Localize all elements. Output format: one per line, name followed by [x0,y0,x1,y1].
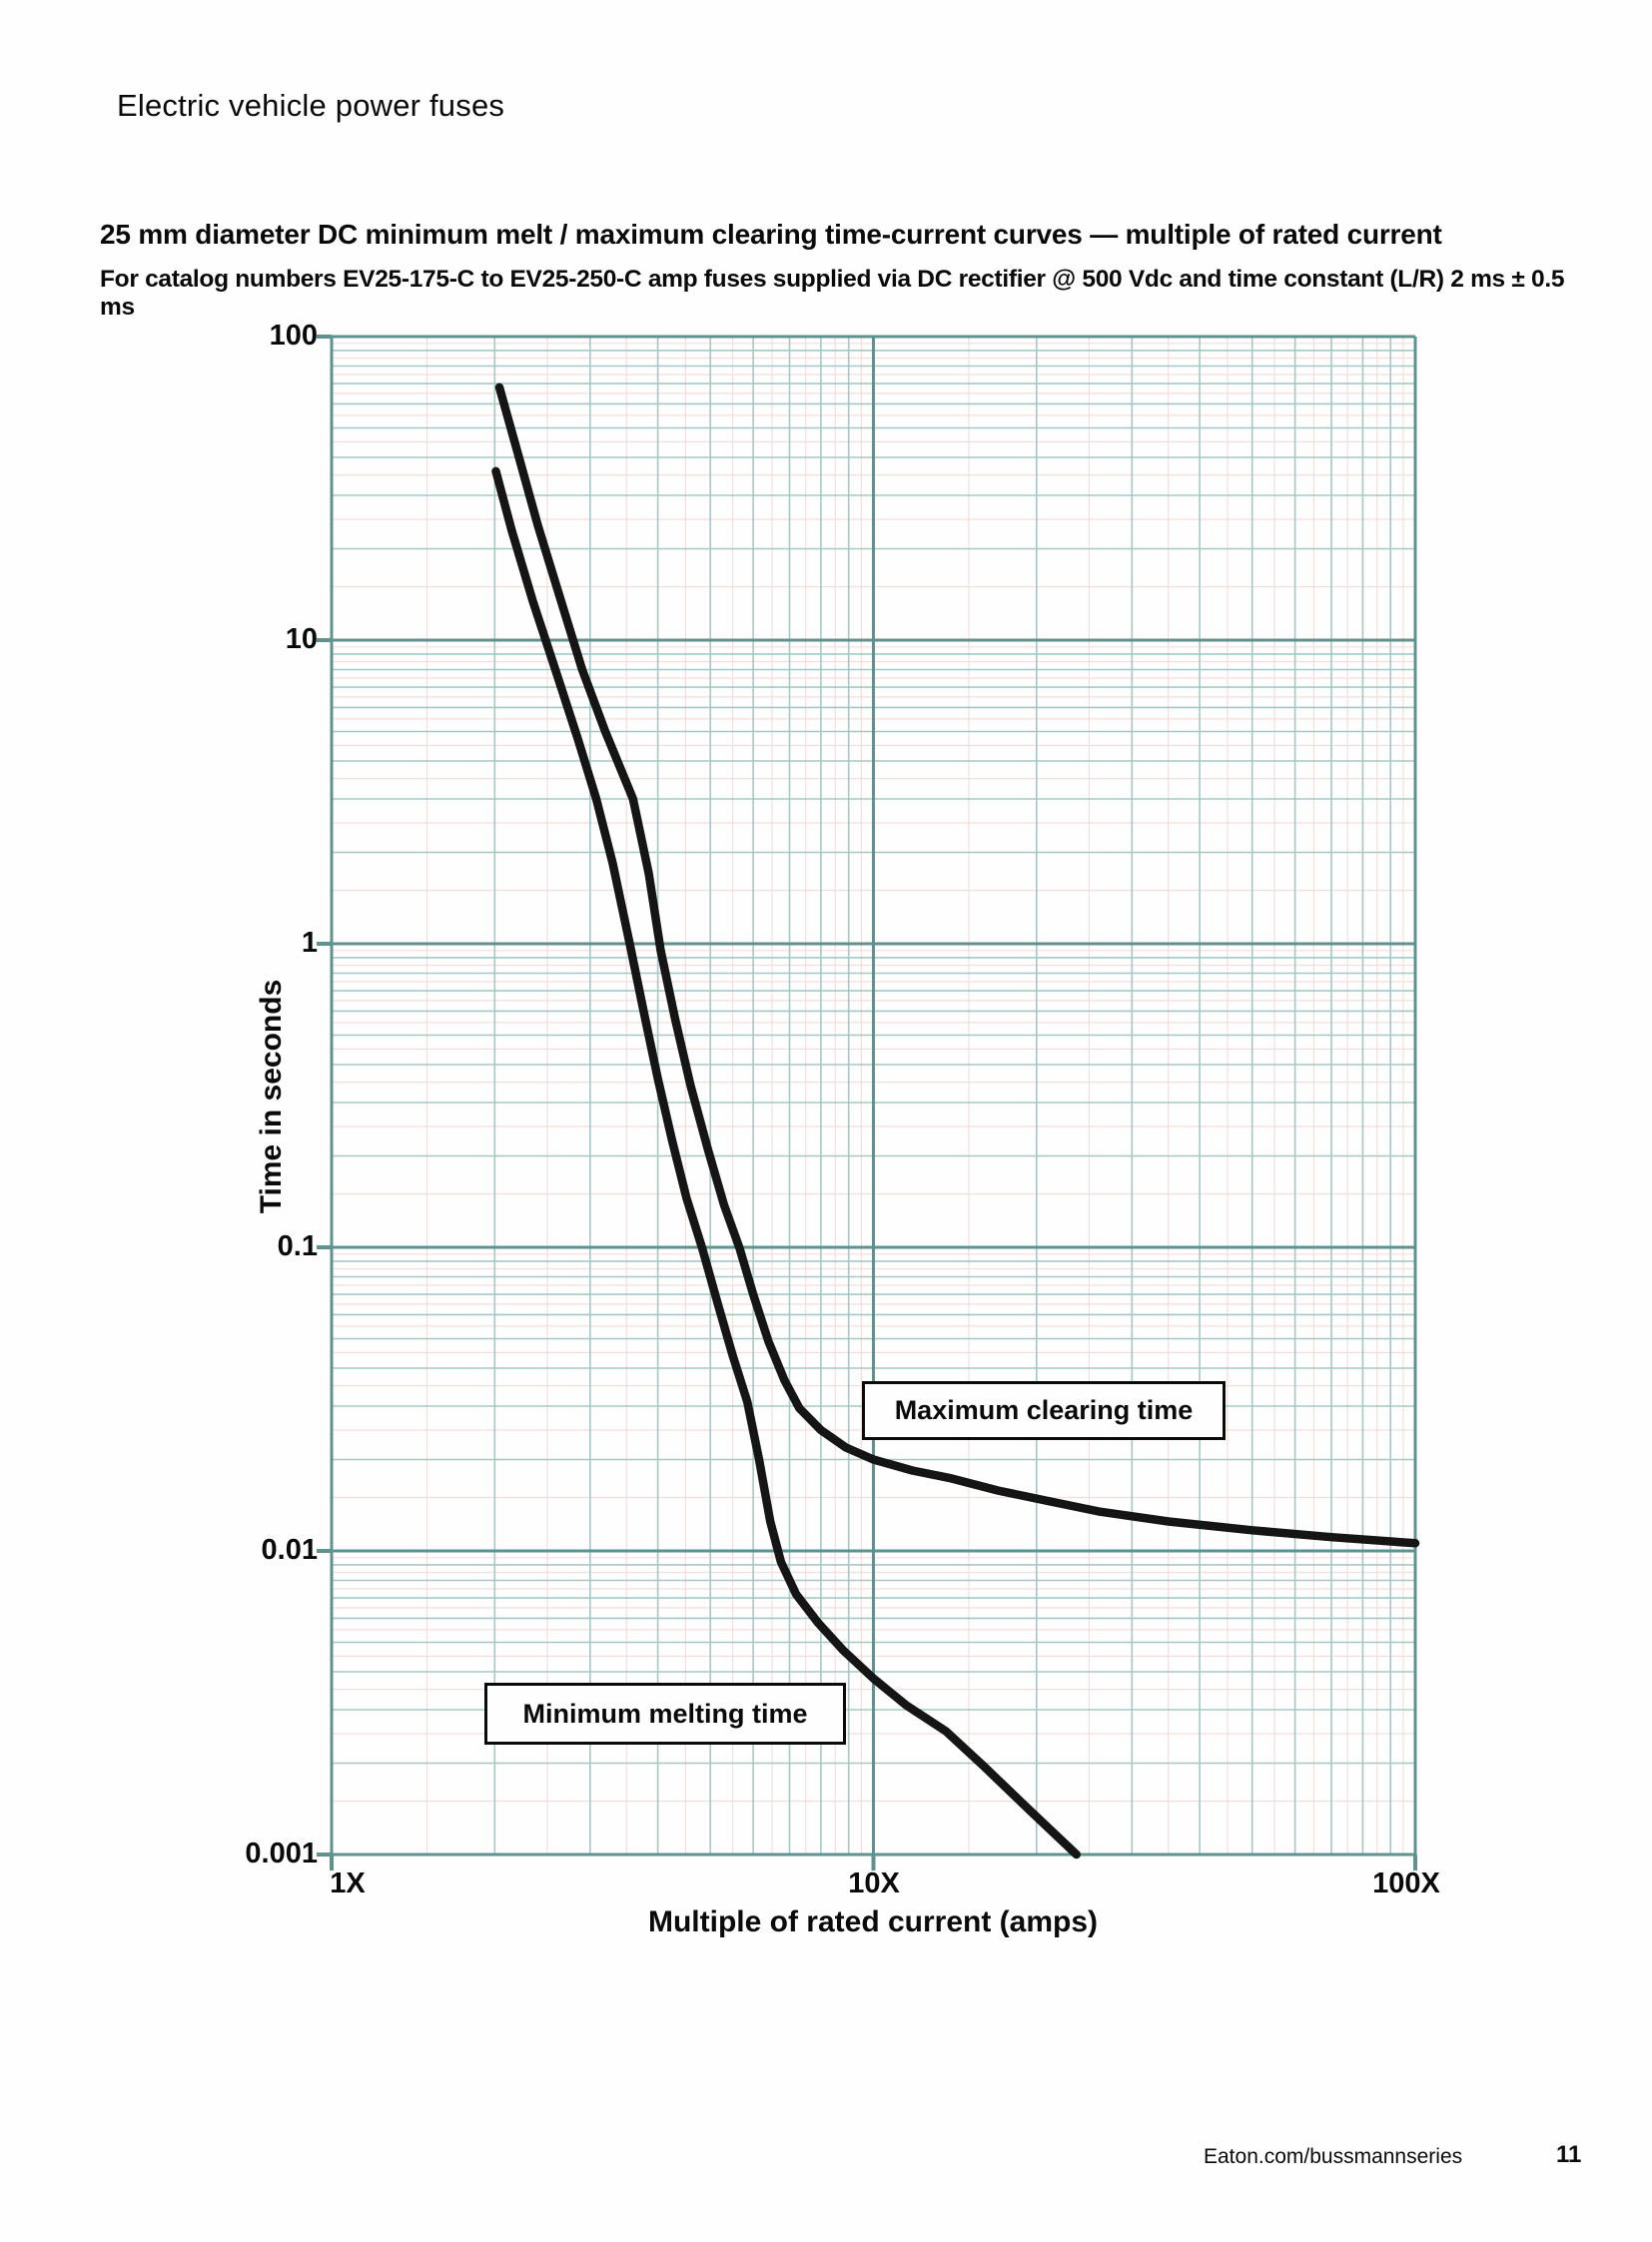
curve-max-clearing-time [494,382,1420,1548]
axis-tick-marks [317,335,1417,1870]
x-axis-tick-label-100x: 100X [1372,1868,1440,1899]
y-axis-tick-label-100: 100 [269,319,318,352]
x-axis-tick-label-10x: 10X [848,1868,900,1899]
min-melting-time-label-box: Minimum melting time [484,1683,846,1745]
grid-fine-lines [332,337,1415,1855]
max-clearing-time-label-box: Maximum clearing time [862,1381,1226,1440]
y-axis-tick-label-0p1: 0.1 [277,1229,318,1262]
y-axis-tick-label-0p001: 0.001 [245,1837,318,1869]
y-axis-tick-label-0p01: 0.01 [261,1533,318,1566]
chart-title: 25 mm diameter DC minimum melt / maximum… [100,219,1442,250]
tcc-curves [491,382,1420,1860]
y-axis-tick-label-10: 10 [285,622,318,655]
page-header: Electric vehicle power fuses [117,88,505,123]
grid-major-lines [330,335,1417,1857]
x-axis-tick-label-1x: 1X [330,1868,366,1899]
curve-min-melting-time [491,466,1082,1860]
page-number: 11 [1556,2141,1582,2168]
chart-subtitle: For catalog numbers EV25-175-C to EV25-2… [100,266,1565,321]
footer-url: Eaton.com/bussmannseries [1204,2145,1463,2168]
y-axis-title: Time in seconds [255,979,288,1214]
y-axis-tick-label-1: 1 [301,926,318,959]
x-axis-title: Multiple of rated current (amps) [647,1905,1099,1938]
